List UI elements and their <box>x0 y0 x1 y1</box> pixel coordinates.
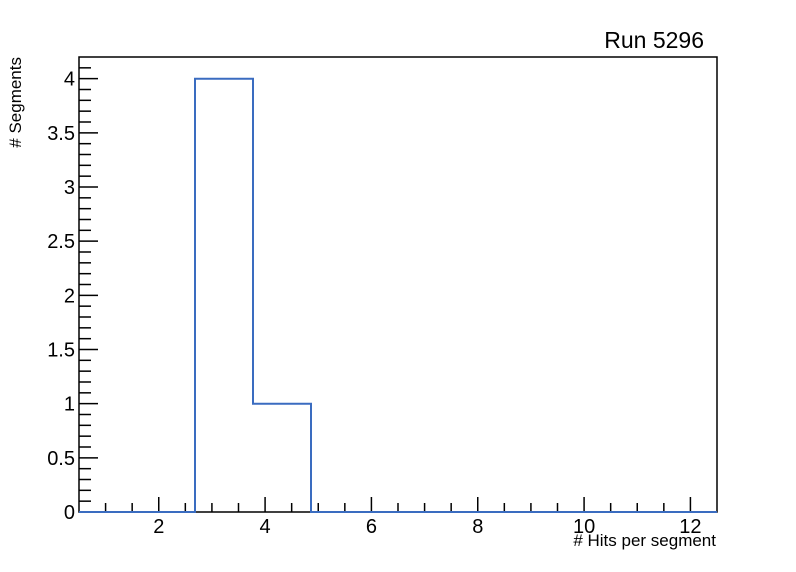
y-axis: 0 0.5 1 1.5 2 2.5 3 3.5 4 <box>47 67 98 524</box>
x-tick-label: 8 <box>472 516 483 538</box>
x-tick-label: 10 <box>573 516 595 538</box>
x-axis: 2 4 6 8 10 12 <box>104 497 702 538</box>
y-tick-label: 2.5 <box>47 231 75 253</box>
x-tick-label: 12 <box>679 516 701 538</box>
histogram-line <box>79 77 717 513</box>
y-tick-label: 4 <box>64 69 75 91</box>
plot-title: Run 5296 <box>604 27 704 53</box>
y-tick-label: 1 <box>64 394 75 416</box>
y-tick-label: 3.5 <box>47 123 75 145</box>
x-tick-label: 2 <box>153 516 164 538</box>
x-axis-label: # Hits per segment <box>573 531 716 550</box>
x-tick-label: 4 <box>260 516 271 538</box>
y-tick-label: 0 <box>64 502 75 524</box>
y-tick-label: 3 <box>64 177 75 199</box>
y-tick-label: 2 <box>64 285 75 307</box>
plot-frame <box>78 56 718 513</box>
x-tick-label: 6 <box>366 516 377 538</box>
y-tick-label: 1.5 <box>47 340 75 362</box>
y-tick-label: 0.5 <box>47 448 75 470</box>
y-axis-label: # Segments <box>6 57 25 148</box>
